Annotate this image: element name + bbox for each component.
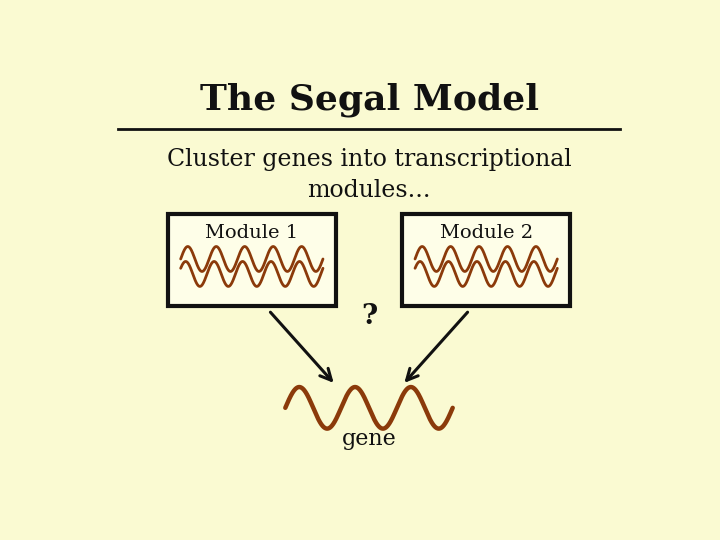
Text: The Segal Model: The Segal Model bbox=[199, 83, 539, 117]
Text: Module 2: Module 2 bbox=[440, 224, 533, 241]
Bar bbox=[402, 214, 570, 306]
Text: Cluster genes into transcriptional
modules...: Cluster genes into transcriptional modul… bbox=[166, 148, 572, 201]
Bar bbox=[168, 214, 336, 306]
Text: ?: ? bbox=[361, 303, 377, 330]
Text: gene: gene bbox=[341, 428, 397, 450]
Text: Module 1: Module 1 bbox=[205, 224, 298, 241]
